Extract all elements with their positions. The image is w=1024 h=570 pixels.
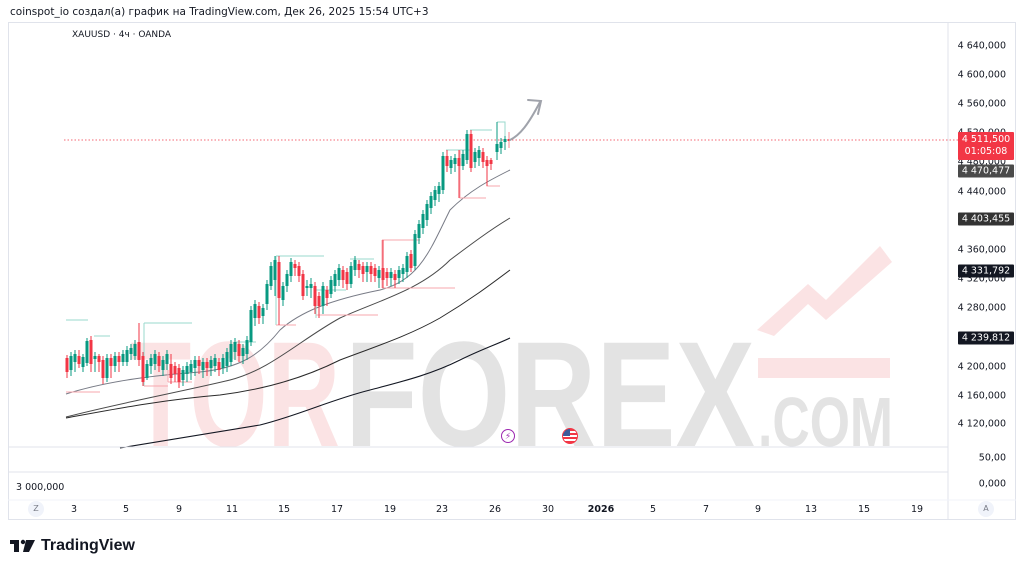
ma-tag: 4 470,477	[958, 164, 1014, 178]
svg-text:.COM: .COM	[758, 383, 893, 461]
time-label: 15	[277, 504, 291, 515]
current-price: 4 511,500	[961, 134, 1011, 145]
volume-label: 3 000,000	[16, 482, 65, 493]
price-label: 4 320,000	[957, 273, 1006, 285]
candles	[65, 122, 511, 388]
time-label: 3	[70, 504, 78, 515]
price-label: 4 600,000	[957, 69, 1006, 81]
volume-axis-label: 0,000	[978, 478, 1006, 490]
price-label: 4 160,000	[957, 390, 1006, 402]
current-price-tag: 4 511,500 01:05:08	[958, 132, 1014, 160]
watermark: TOR FOREX .COM	[130, 246, 893, 478]
us-flag-icon[interactable]	[562, 428, 578, 444]
indicator-axis-label: 50,00	[978, 452, 1006, 464]
auto-scale-button[interactable]: A	[978, 501, 994, 517]
time-label: 11	[225, 504, 239, 515]
chart-attribution: coinspot_io создал(а) график на TradingV…	[10, 6, 429, 18]
price-label: 4 120,000	[957, 418, 1006, 430]
time-label-year: 2026	[587, 504, 615, 515]
ma-tag: 4 331,792	[958, 264, 1014, 278]
projection-arrow-icon	[509, 99, 543, 141]
zoom-button[interactable]: Z	[28, 501, 44, 517]
time-label: 23	[435, 504, 449, 515]
price-label: 4 640,000	[957, 40, 1006, 52]
time-label: 13	[804, 504, 818, 515]
price-label: 4 440,000	[957, 186, 1006, 198]
price-label: 4 480,000	[957, 156, 1006, 168]
bar-countdown: 01:05:08	[964, 146, 1008, 157]
ma-tag: 4 239,812	[958, 331, 1014, 345]
ma-tag: 4 403,455	[958, 212, 1014, 226]
price-label: 4 280,000	[957, 302, 1006, 314]
time-label: 19	[383, 504, 397, 515]
tradingview-logo-icon	[10, 539, 35, 552]
svg-text:TOR: TOR	[130, 310, 340, 478]
time-label: 7	[702, 504, 710, 515]
time-label: 15	[857, 504, 871, 515]
price-label: 4 360,000	[957, 244, 1006, 256]
price-label: 4 200,000	[957, 361, 1006, 373]
tradingview-logo[interactable]: TradingView	[10, 537, 135, 555]
time-label: 5	[122, 504, 130, 515]
time-label: 5	[649, 504, 657, 515]
time-label: 30	[541, 504, 555, 515]
time-label: 26	[488, 504, 502, 515]
symbol-info[interactable]: XAUUSD · 4ч · OANDA	[72, 30, 172, 40]
time-label: 17	[330, 504, 344, 515]
price-label: 4 560,000	[957, 98, 1006, 110]
chart-frame	[8, 22, 1016, 520]
time-label: 9	[175, 504, 183, 515]
svg-text:FOREX: FOREX	[345, 310, 755, 478]
price-axis[interactable]: 4 640,000 4 600,000 4 560,000 4 520,000 …	[948, 22, 1016, 520]
time-axis[interactable]: Z 3 5 9 11 15 17 19 23 26 30 2026 5 7 9 …	[8, 500, 1016, 520]
lightning-icon[interactable]: ⚡	[501, 429, 515, 443]
time-label: 19	[910, 504, 924, 515]
time-label: 9	[754, 504, 762, 515]
